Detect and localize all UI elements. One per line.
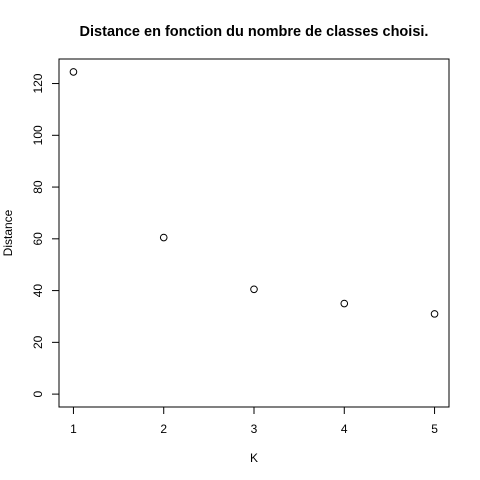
data-point	[340, 299, 349, 308]
x-axis-label: K	[250, 451, 258, 465]
data-points	[69, 68, 439, 318]
y-axis-label: Distance	[1, 209, 15, 256]
y-tick-label: 120	[31, 73, 45, 93]
y-tick-label: 80	[31, 180, 45, 194]
y-tick-label: 40	[31, 284, 45, 298]
y-tick-label: 20	[31, 335, 45, 349]
x-axis: 1 2 3 4 5	[70, 406, 438, 436]
data-point	[250, 285, 258, 294]
chart-title: Distance en fonction du nombre de classe…	[80, 24, 429, 40]
x-tick-label: 3	[251, 422, 258, 436]
x-tick-label: 2	[160, 422, 167, 436]
x-tick-label: 5	[431, 422, 438, 436]
y-axis: 0 20 40 60 80 100 120	[31, 73, 60, 397]
x-tick-label: 4	[341, 422, 348, 436]
y-tick-label: 0	[31, 390, 45, 397]
x-tick-label: 1	[70, 422, 77, 436]
y-tick-label: 100	[31, 125, 45, 145]
y-tick-label: 60	[31, 232, 45, 246]
data-point	[430, 310, 439, 318]
data-point	[69, 68, 78, 76]
data-point	[159, 233, 168, 242]
